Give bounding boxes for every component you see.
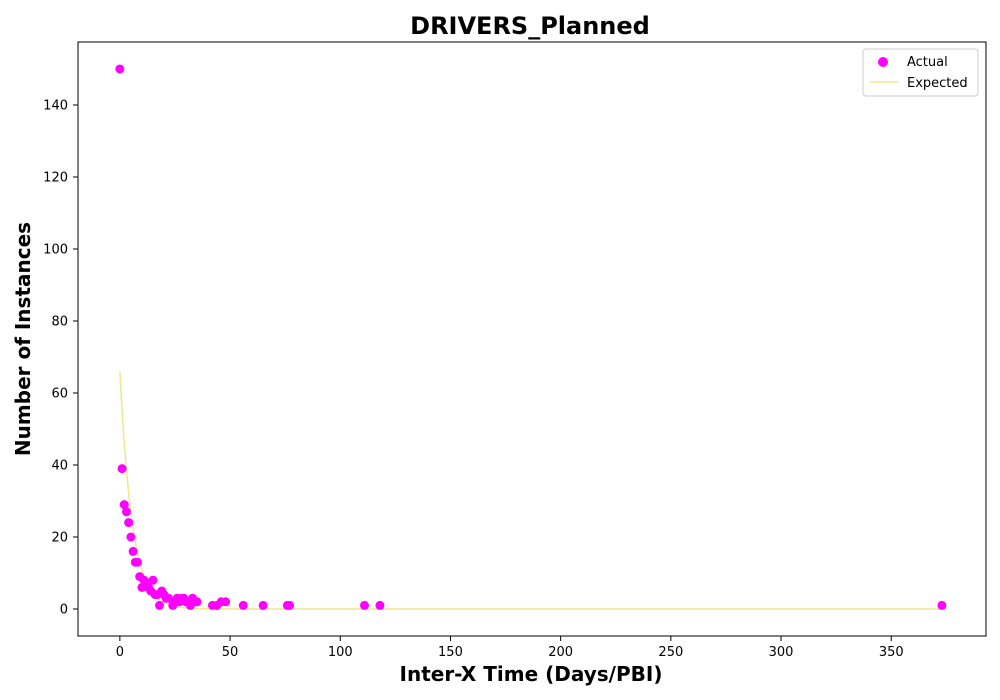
y-tick-label: 20 — [51, 531, 68, 546]
actual-point — [360, 600, 369, 610]
x-tick-label: 0 — [116, 645, 124, 660]
y-tick-label: 120 — [43, 171, 68, 186]
x-axis-label: Inter-X Time (Days/PBI) — [400, 662, 663, 686]
actual-point — [192, 597, 202, 607]
actual-point — [117, 464, 127, 474]
legend-box — [862, 48, 979, 97]
y-tick-label: 80 — [51, 315, 68, 330]
y-tick-label: 40 — [51, 459, 68, 474]
actual-point — [121, 507, 131, 517]
actual-point — [375, 600, 385, 610]
actual-point — [148, 575, 158, 585]
actual-point — [221, 597, 231, 607]
expected-line — [119, 371, 942, 610]
legend: Actual Expected — [862, 48, 979, 97]
actual-point — [937, 600, 947, 610]
x-tick-label: 350 — [879, 645, 904, 660]
actual-point — [119, 500, 129, 510]
expected-series — [119, 371, 942, 610]
x-tick-label: 50 — [222, 645, 239, 660]
y-tick-label: 100 — [43, 243, 68, 258]
actual-point — [133, 557, 142, 567]
x-tick-label: 150 — [438, 645, 463, 660]
legend-actual-label: Actual — [907, 55, 948, 70]
chart-title: DRIVERS_Planned — [410, 12, 650, 40]
y-tick-label: 60 — [51, 387, 68, 402]
actual-point — [285, 600, 295, 610]
x-tick-label: 200 — [548, 645, 573, 660]
actual-point — [238, 600, 248, 610]
legend-expected-label: Expected — [907, 76, 968, 91]
y-axis: 0 20 40 60 80 100 120 140 — [43, 99, 78, 618]
x-axis: 0 50 100 150 200 250 300 350 — [116, 636, 904, 660]
actual-point — [258, 600, 268, 610]
x-tick-label: 250 — [658, 645, 683, 660]
y-axis-label: Number of Instances — [11, 222, 35, 456]
x-tick-label: 300 — [769, 645, 794, 660]
actual-point — [163, 593, 173, 603]
legend-actual-marker — [878, 57, 888, 67]
actual-point — [126, 532, 136, 542]
plot-frame — [77, 41, 987, 637]
actual-point — [124, 518, 134, 528]
actual-series — [115, 64, 947, 610]
y-tick-label: 0 — [60, 603, 68, 618]
actual-point — [155, 600, 165, 610]
y-tick-label: 140 — [43, 99, 68, 114]
actual-point — [115, 64, 125, 74]
actual-point — [128, 546, 138, 556]
x-tick-label: 100 — [328, 645, 353, 660]
